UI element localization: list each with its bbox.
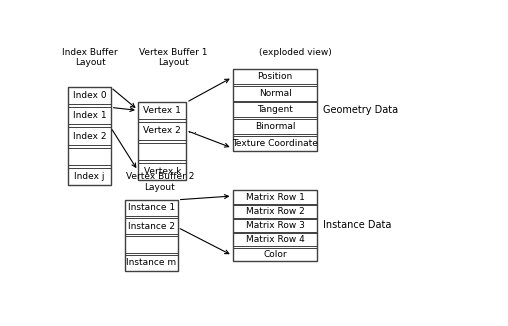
Bar [124, 255, 178, 271]
Text: Index 1: Index 1 [73, 111, 106, 120]
Bar [138, 102, 186, 119]
Bar [68, 148, 111, 165]
Text: Vertex Buffer 2
Layout: Vertex Buffer 2 Layout [126, 172, 194, 192]
Bar [138, 123, 186, 140]
Bar [233, 190, 318, 203]
Text: Matrix Row 3: Matrix Row 3 [246, 221, 305, 230]
Text: Instance 1: Instance 1 [128, 203, 175, 213]
Bar [124, 236, 178, 253]
Bar [233, 190, 318, 261]
Bar [233, 86, 318, 101]
Text: Vertex k: Vertex k [144, 167, 181, 176]
Text: Vertex Buffer 1
Layout: Vertex Buffer 1 Layout [140, 48, 208, 67]
Text: Instance m: Instance m [126, 259, 176, 267]
Bar [233, 248, 318, 261]
Text: Color: Color [263, 250, 287, 259]
Text: Binormal: Binormal [255, 122, 295, 131]
Bar [233, 69, 318, 151]
Text: Index j: Index j [74, 172, 105, 181]
Text: (exploded view): (exploded view) [260, 48, 332, 57]
Text: Position: Position [258, 72, 293, 81]
Bar [138, 102, 186, 180]
Text: Texture Coordinate: Texture Coordinate [232, 139, 318, 148]
Bar [68, 168, 111, 185]
Bar [124, 200, 178, 216]
Text: Instance 2: Instance 2 [128, 222, 175, 231]
Text: Geometry Data: Geometry Data [323, 105, 398, 115]
Bar [233, 136, 318, 151]
Bar [233, 219, 318, 232]
Bar [233, 69, 318, 84]
Text: Instance Data: Instance Data [323, 220, 391, 230]
Bar [124, 200, 178, 271]
Bar [68, 127, 111, 144]
Bar [68, 87, 111, 104]
Text: Normal: Normal [259, 89, 292, 98]
Text: Matrix Row 4: Matrix Row 4 [246, 235, 304, 244]
Text: Vertex 1: Vertex 1 [143, 106, 181, 115]
Text: Matrix Row 1: Matrix Row 1 [246, 193, 305, 201]
Bar [138, 142, 186, 160]
Bar [68, 107, 111, 125]
Text: Tangent: Tangent [257, 105, 293, 114]
Text: ...: ... [188, 125, 199, 135]
Text: Vertex 2: Vertex 2 [143, 126, 181, 136]
Text: Matrix Row 2: Matrix Row 2 [246, 207, 304, 216]
Bar [138, 163, 186, 180]
Text: Index 2: Index 2 [73, 131, 106, 141]
Bar [68, 87, 111, 185]
Bar [233, 233, 318, 246]
Bar [233, 102, 318, 117]
Text: Index 0: Index 0 [73, 91, 106, 100]
Bar [233, 119, 318, 134]
Bar [124, 218, 178, 234]
Text: Index Buffer
Layout: Index Buffer Layout [62, 48, 118, 67]
Bar [233, 205, 318, 218]
